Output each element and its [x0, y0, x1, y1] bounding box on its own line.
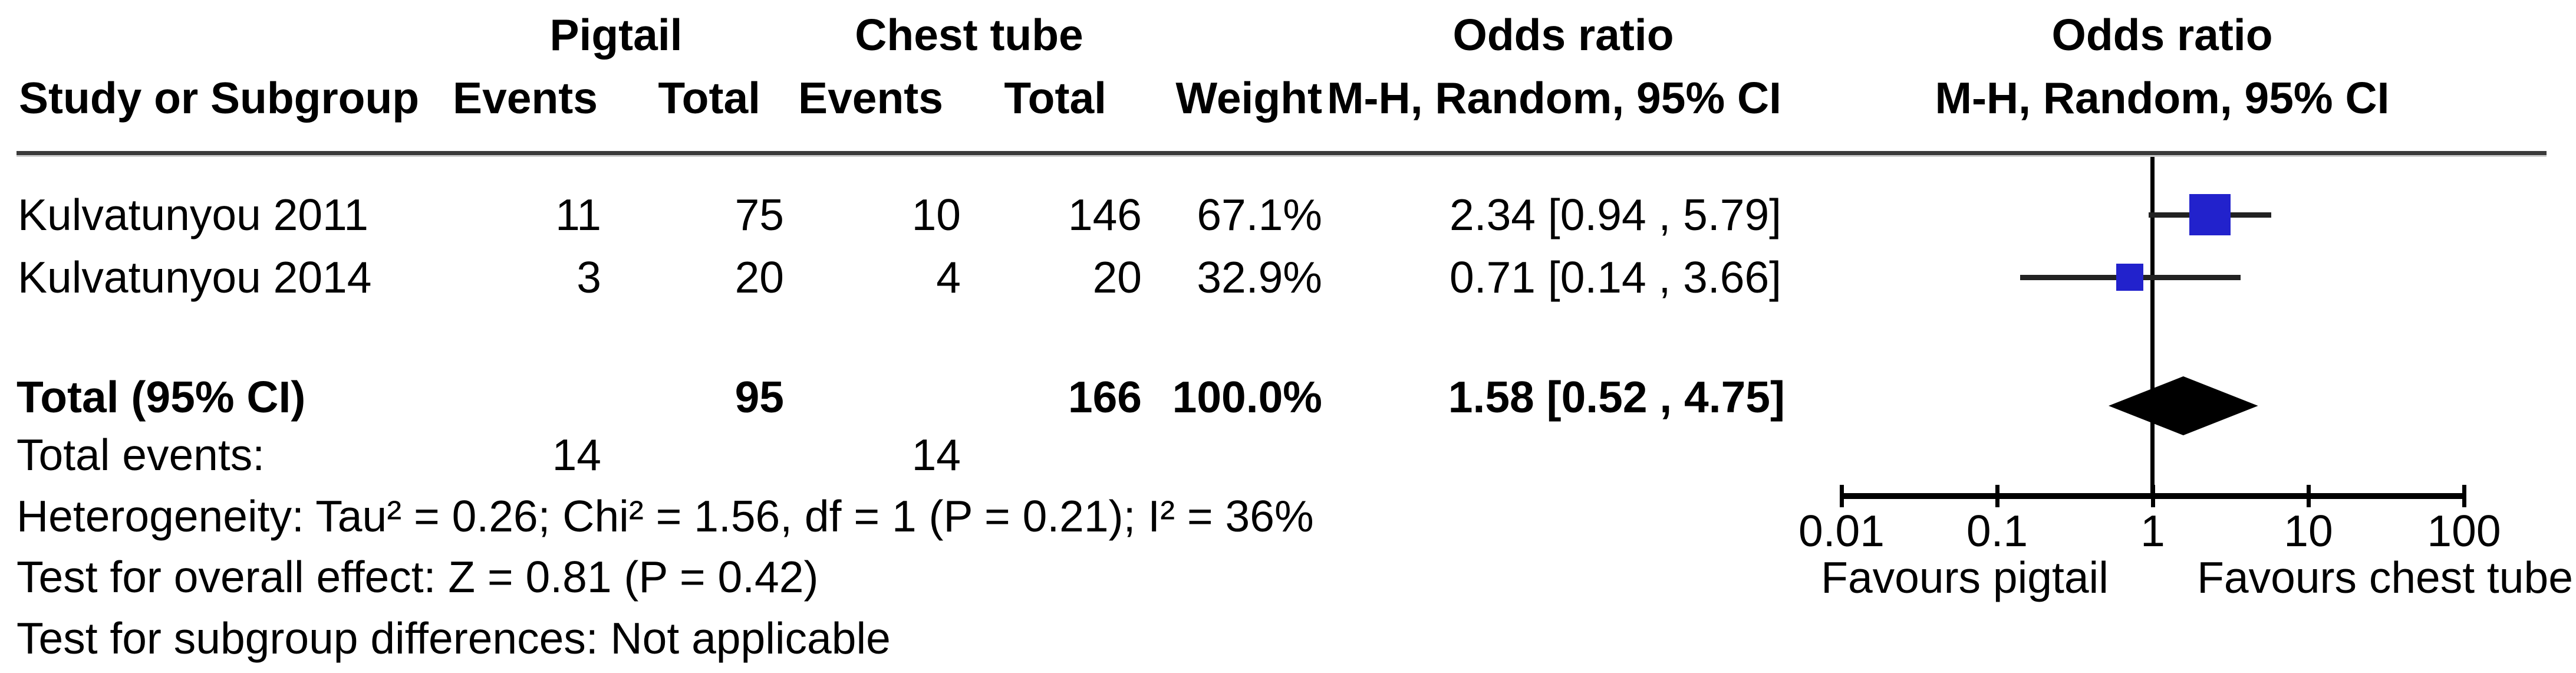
- header-rule-shadow: [17, 155, 2547, 157]
- total-row-weight: 100.0%: [1172, 372, 1322, 422]
- effect-square: [2116, 264, 2143, 291]
- summary-diamond: [2109, 376, 2258, 435]
- favours-left-label: Favours pigtail: [1821, 553, 2109, 602]
- heterogeneity-note: Heterogeneity: Tau² = 0.26; Chi² = 1.56,…: [17, 491, 1314, 541]
- axis-tick-label: 100: [2427, 506, 2501, 556]
- col-header-weight: Weight: [1175, 73, 1322, 123]
- group-header-chest-tube: Chest tube: [855, 10, 1083, 60]
- total-chest-value: 20: [1092, 252, 1142, 302]
- col-header-study: Study or Subgroup: [19, 73, 420, 123]
- total-row-or-ci: 1.58 [0.52 , 4.75]: [1448, 372, 1785, 422]
- effect-square: [2189, 194, 2231, 235]
- total-row-total-pigtail: 95: [734, 372, 784, 422]
- col-header-total-chest: Total: [1004, 73, 1106, 123]
- total-chest-value: 146: [1068, 190, 1142, 239]
- or-ci-value: 0.71 [0.14 , 3.66]: [1450, 252, 1781, 302]
- events-chest-value: 4: [936, 252, 961, 302]
- weight-value: 32.9%: [1197, 252, 1322, 302]
- events-pigtail-value: 3: [577, 252, 601, 302]
- axis-tick: [2462, 485, 2466, 507]
- col-header-or-ci-text: M-H, Random, 95% CI: [1327, 73, 1781, 123]
- favours-right-label: Favours chest tube: [2197, 553, 2573, 602]
- overall-effect-note: Test for overall effect: Z = 0.81 (P = 0…: [17, 552, 819, 602]
- null-effect-line: [2150, 157, 2155, 499]
- total-events-pigtail: 14: [552, 430, 601, 480]
- total-pigtail-value: 75: [734, 190, 784, 239]
- axis-tick-label: 0.1: [1966, 506, 2028, 556]
- col-header-events-chest: Events: [798, 73, 943, 123]
- axis-tick: [2307, 485, 2311, 507]
- axis-tick: [2151, 485, 2155, 507]
- total-events-chest: 14: [911, 430, 961, 480]
- axis-tick-label: 1: [2140, 506, 2165, 556]
- total-row-label: Total (95% CI): [17, 372, 306, 422]
- total-events-label: Total events:: [17, 430, 265, 480]
- group-header-odds-ratio-plot: Odds ratio: [2051, 10, 2273, 60]
- group-header-odds-ratio-text: Odds ratio: [1452, 10, 1674, 60]
- subgroup-differences-note: Test for subgroup differences: Not appli…: [17, 613, 891, 663]
- study-name: Kulvatunyou 2014: [18, 252, 372, 302]
- events-chest-value: 10: [911, 190, 961, 239]
- group-header-pigtail: Pigtail: [549, 10, 683, 60]
- col-header-or-ci-plot: M-H, Random, 95% CI: [1935, 73, 2390, 123]
- total-pigtail-value: 20: [734, 252, 784, 302]
- or-ci-value: 2.34 [0.94 , 5.79]: [1450, 190, 1781, 239]
- header-rule: [17, 151, 2547, 155]
- axis-tick: [1840, 485, 1844, 507]
- weight-value: 67.1%: [1197, 190, 1322, 239]
- events-pigtail-value: 11: [555, 190, 601, 239]
- col-header-total-pigtail: Total: [658, 73, 760, 123]
- axis-tick-label: 10: [2284, 506, 2333, 556]
- total-row-total-chest: 166: [1068, 372, 1142, 422]
- col-header-events-pigtail: Events: [453, 73, 598, 123]
- axis-tick-label: 0.01: [1798, 506, 1885, 556]
- study-name: Kulvatunyou 2011: [18, 190, 368, 239]
- axis-tick: [1995, 485, 1999, 507]
